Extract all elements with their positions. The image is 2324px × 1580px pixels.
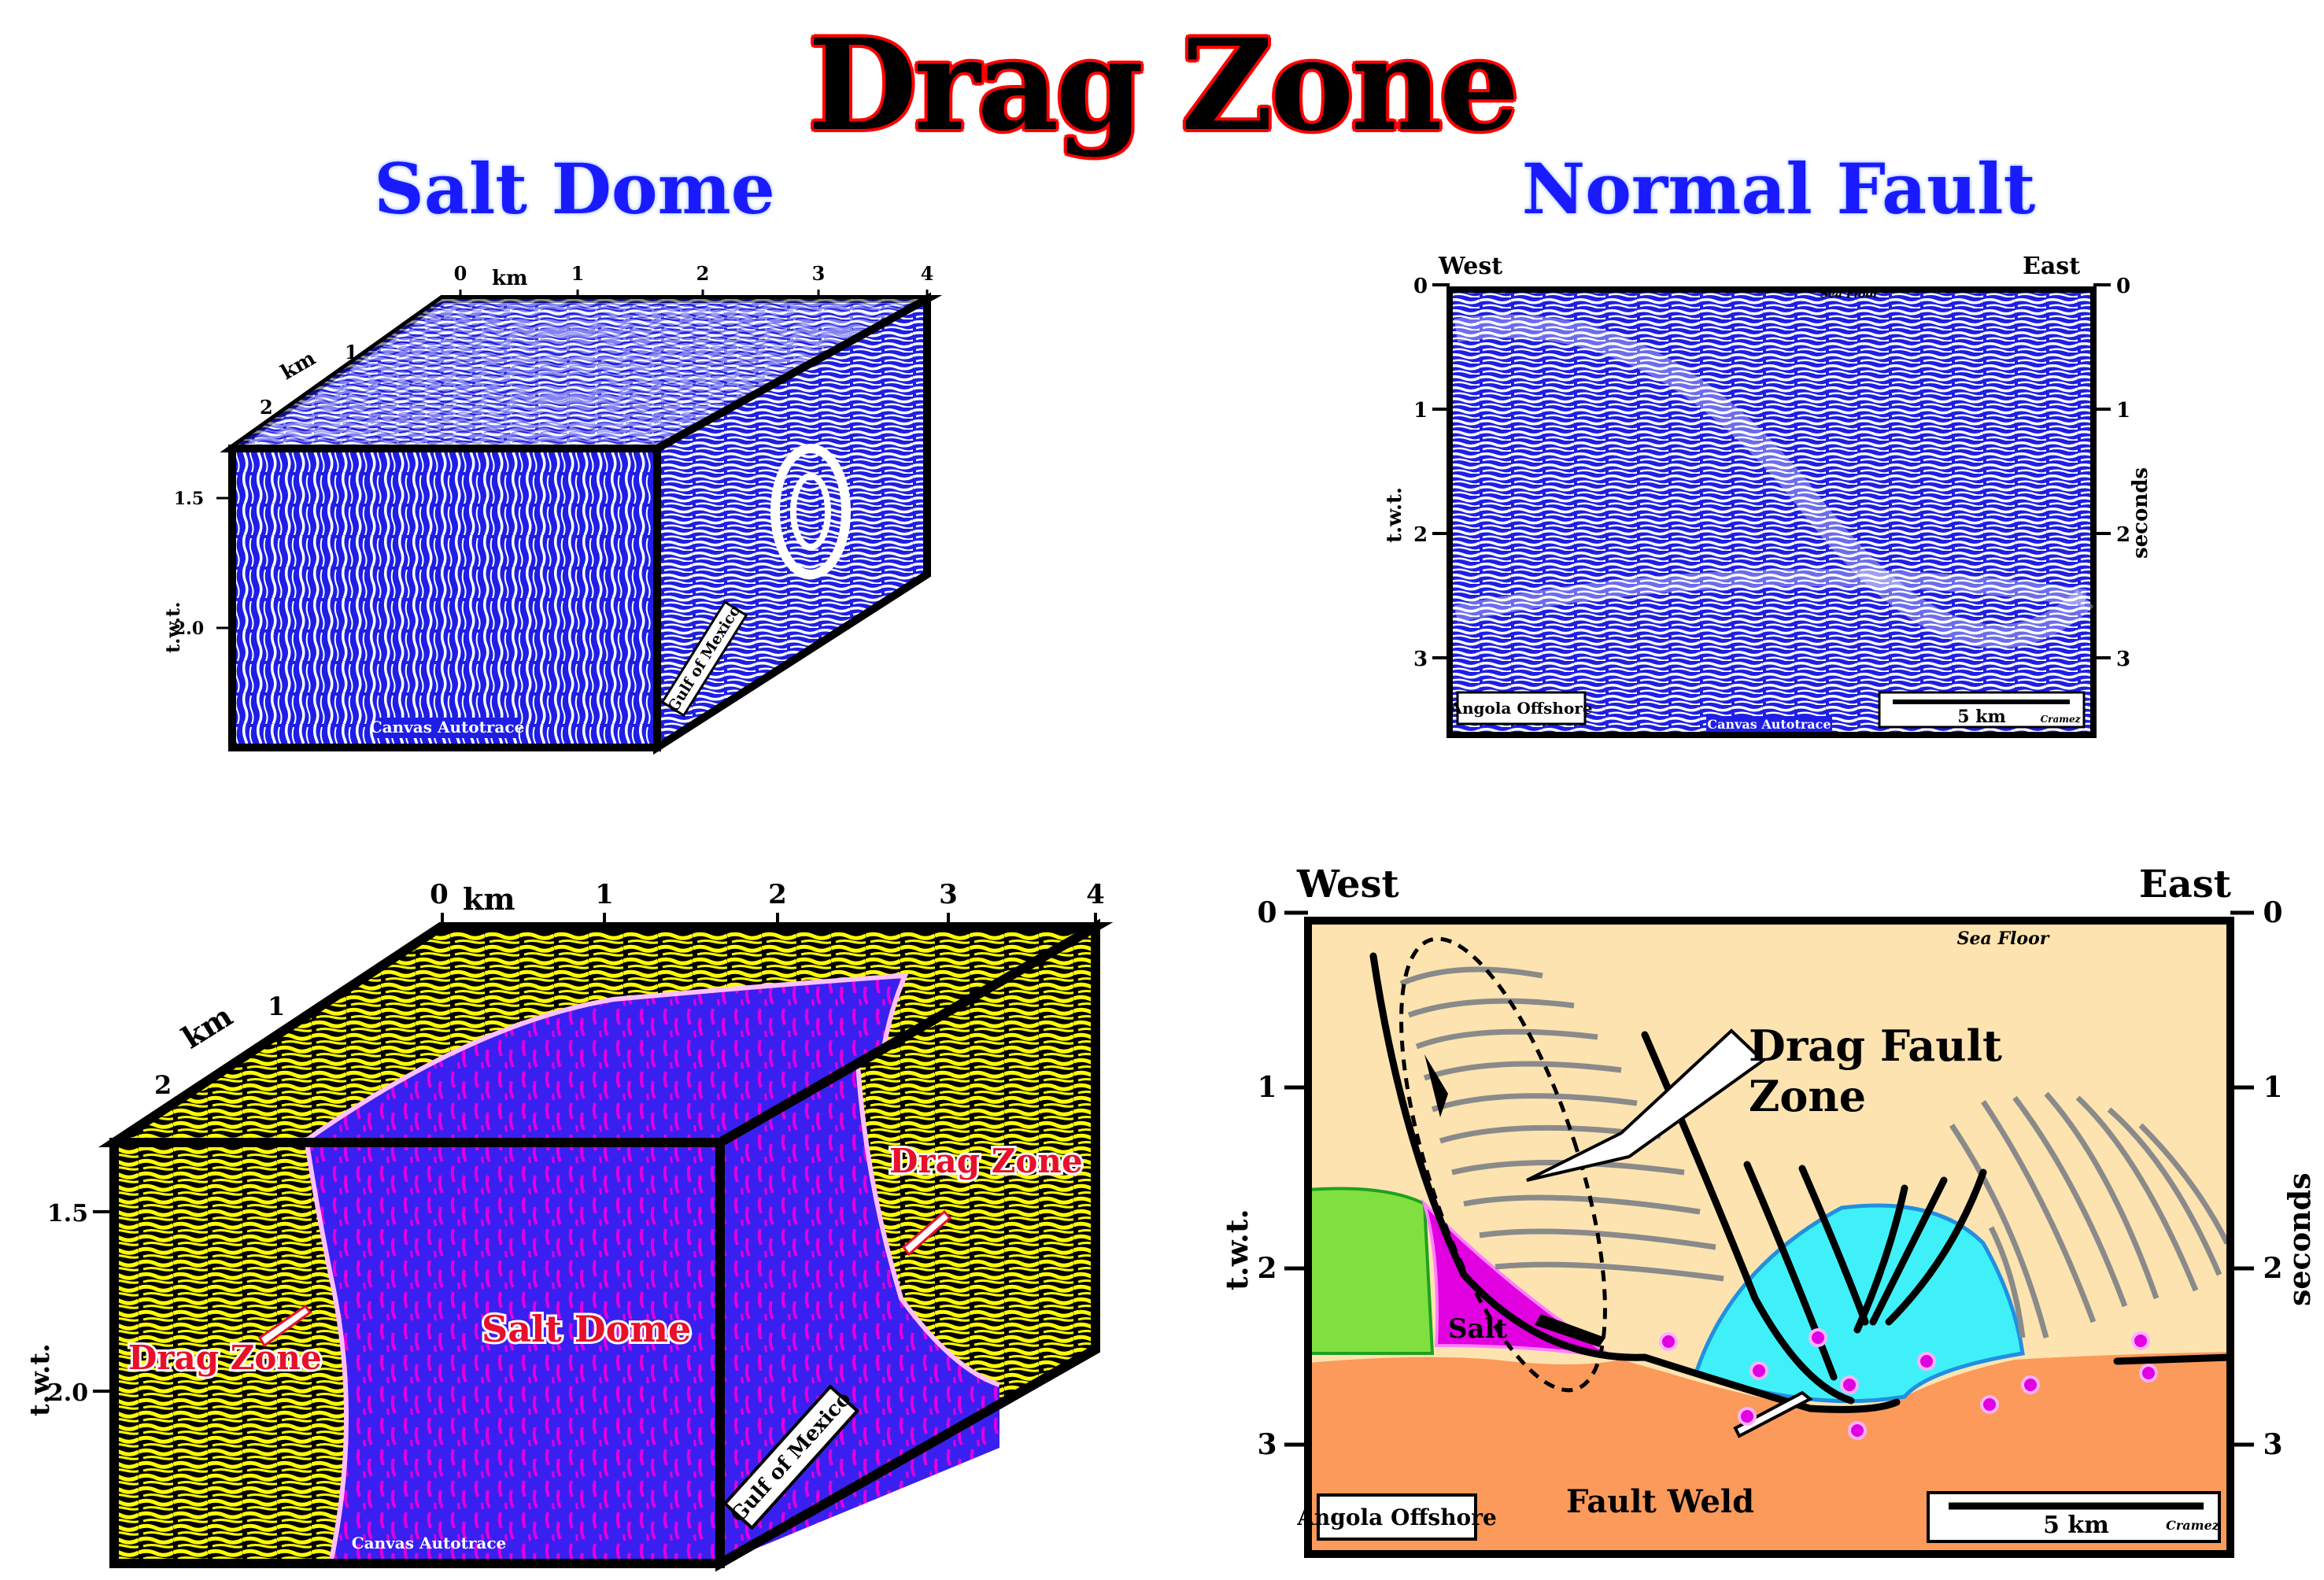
interpreted-salt-block <box>98 918 1114 1572</box>
salt-dome-block <box>220 292 943 755</box>
salt-bottom-drag-zone-right: Drag Zone <box>889 1142 1083 1180</box>
fault-top-scale: 5 km <box>1957 707 2006 727</box>
fault-bottom-drag-fault-1: Drag Fault <box>1749 1021 2002 1071</box>
salt-bottom-twt: t.w.t. <box>24 1343 56 1416</box>
salt-bottom-drag-zone-left: Drag Zone <box>128 1338 322 1377</box>
fault-bottom-right-tick-2: 2 <box>2263 1252 2282 1285</box>
fault-top-author: Cramez <box>2041 714 2082 725</box>
fault-top-left-tick-1: 1 <box>1413 399 1428 423</box>
fault-bottom-seconds: seconds <box>2282 1172 2317 1306</box>
fault-bottom-west: West <box>1296 862 1399 906</box>
fault-bottom-right-tick-0: 0 <box>2263 896 2282 929</box>
fault-bottom-scale: 5 km <box>2043 1512 2109 1539</box>
salt-top-side-km: km <box>277 346 320 385</box>
fault-bottom-left-tick-0: 0 <box>1257 896 1277 929</box>
salt-top-depth-2: 2.0 <box>174 618 204 639</box>
salt-dome-front-face <box>228 445 661 751</box>
fault-top-left-tick-0: 0 <box>1413 275 1428 298</box>
fault-bottom-sea-floor: Sea Floor <box>1957 928 2050 949</box>
salt-bottom-tick-0: 0 <box>430 879 449 910</box>
salt-bottom-ticks <box>93 913 1097 1393</box>
salt-bottom-tick-4: 4 <box>1086 879 1105 910</box>
salt-bottom-tick-1: 1 <box>595 879 614 910</box>
normal-fault-header: Normal Fault <box>1521 148 2036 230</box>
salt-top-tick-4: 4 <box>921 262 934 285</box>
salt-top-axis-ticks <box>216 290 929 629</box>
page-title: Drag Zone <box>807 11 1520 159</box>
salt-dome-header: Salt Dome <box>374 148 775 230</box>
salt-top-tick-2: 2 <box>696 262 710 285</box>
fault-interpretation <box>1304 917 2234 1558</box>
fault-bottom-right-tick-1: 1 <box>2263 1071 2282 1104</box>
fault-top-twt: t.w.t. <box>1383 487 1406 543</box>
salt-bottom-depth-1: 1.5 <box>47 1200 88 1227</box>
fault-top-location: Angola Offshore <box>1449 699 1592 718</box>
salt-top-credit: Canvas Autotrace <box>370 718 525 736</box>
fault-top-west: West <box>1438 253 1502 280</box>
fault-top-seconds: seconds <box>2129 467 2152 559</box>
fault-bottom-right-tick-3: 3 <box>2263 1428 2282 1461</box>
fault-bottom-fault-weld: Fault Weld <box>1566 1483 1754 1520</box>
fault-bottom-salt: Salt <box>1448 1313 1508 1345</box>
salt-top-twt: t.w.t. <box>161 602 184 653</box>
salt-bottom-credit: Canvas Autotrace <box>352 1534 507 1552</box>
fault-top-left-tick-2: 2 <box>1413 523 1428 547</box>
salt-bottom-side-km: km <box>176 998 238 1055</box>
salt-bottom-depth-2: 2.0 <box>47 1379 88 1407</box>
salt-top-tick-3: 3 <box>812 262 826 285</box>
fault-top-right-tick-1: 1 <box>2116 399 2130 423</box>
fault-top-right-tick-0: 0 <box>2116 275 2130 298</box>
fault-bottom-drag-fault-2: Zone <box>1749 1071 1866 1121</box>
fault-bottom-ticks <box>1284 910 2254 1447</box>
salt-top-side-tick-2: 2 <box>260 396 273 419</box>
fault-top-credit: Canvas Autotrace <box>1707 717 1831 732</box>
salt-bottom-side-tick-1: 1 <box>268 991 285 1021</box>
fault-top-east: East <box>2023 253 2080 280</box>
fault-bottom-left-tick-1: 1 <box>1257 1071 1277 1104</box>
fault-bottom-left-tick-2: 2 <box>1257 1252 1277 1285</box>
salt-bottom-side-tick-2: 2 <box>154 1070 172 1100</box>
salt-top-tick-1: 1 <box>571 262 585 285</box>
fault-top-ticks <box>1432 283 2111 659</box>
fault-bottom-author: Cramez <box>2166 1518 2220 1533</box>
salt-bottom-salt-dome: Salt Dome <box>482 1308 691 1350</box>
fault-bottom-left-tick-3: 3 <box>1257 1428 1277 1461</box>
salt-top-side-tick-1: 1 <box>345 341 358 364</box>
fault-top-right-tick-2: 2 <box>2116 523 2130 547</box>
salt-top-km: km <box>492 267 528 290</box>
fault-top-right-tick-3: 3 <box>2116 648 2130 671</box>
salt-bottom-tick-2: 2 <box>768 879 787 910</box>
fault-bottom-location: Angola Offshore <box>1296 1504 1497 1530</box>
salt-top-depth-1: 1.5 <box>174 489 204 509</box>
salt-bottom-tick-3: 3 <box>939 879 958 910</box>
fault-bottom-east: East <box>2139 862 2231 906</box>
fault-seismic-section <box>1446 286 2097 738</box>
salt-bottom-km: km <box>463 881 515 917</box>
fault-top-sea-floor: Sea Floor <box>1820 288 1880 301</box>
fault-bottom-twt: t.w.t. <box>1219 1209 1254 1290</box>
fault-top-left-tick-3: 3 <box>1413 648 1428 671</box>
salt-top-tick-0: 0 <box>454 262 467 285</box>
